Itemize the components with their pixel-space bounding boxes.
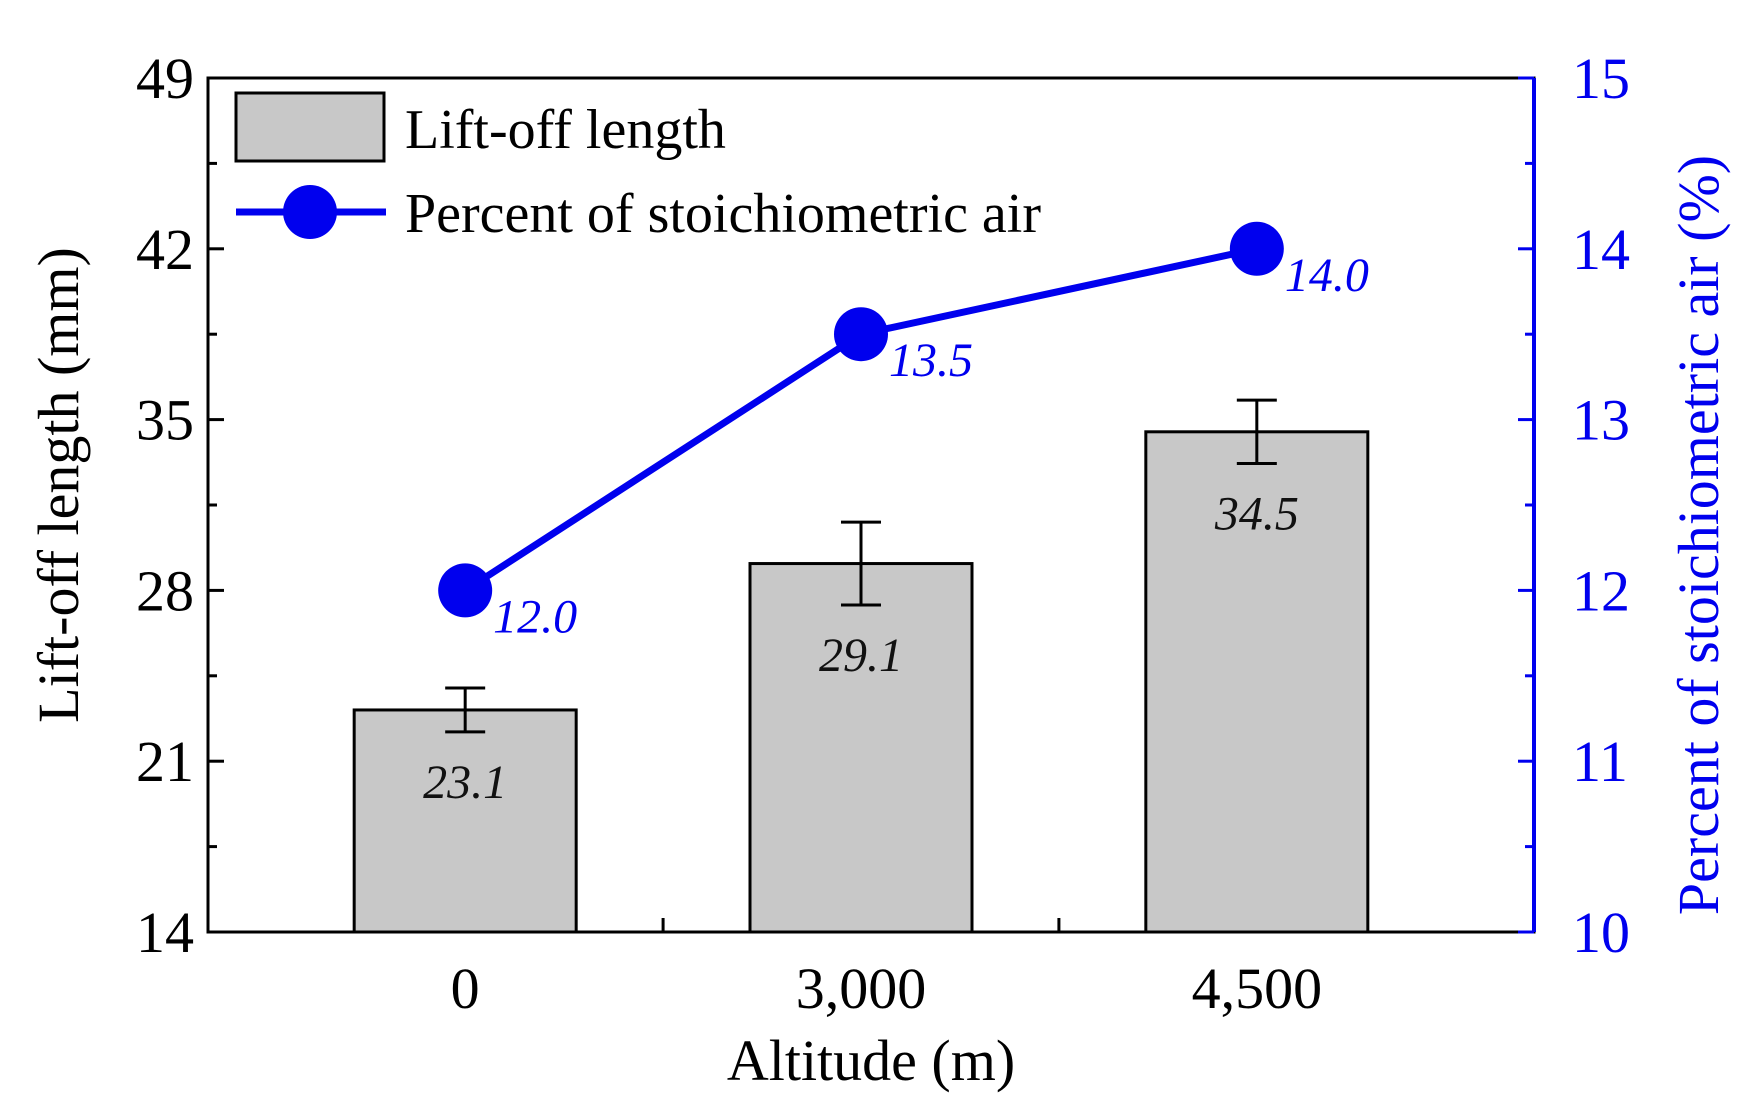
right-tick-label: 13	[1572, 388, 1630, 453]
x-tick-label: 3,000	[796, 956, 927, 1021]
legend-bar-swatch	[236, 93, 384, 161]
legend-bar-label: Lift-off length	[405, 99, 726, 161]
right-tick-label: 15	[1572, 46, 1630, 111]
left-tick-label: 21	[136, 729, 194, 794]
legend: Lift-off length Percent of stoichiometri…	[236, 93, 1041, 245]
bar-value-label: 23.1	[423, 756, 507, 809]
bar	[750, 564, 972, 932]
right-tick-label: 14	[1572, 217, 1630, 282]
line-value-label: 13.5	[889, 334, 973, 387]
chart-canvas: 14 21 28 35 42 49 10 11 12 13 14 15 0 3,000 4,500 23…	[0, 0, 1756, 1105]
left-tick-label: 35	[136, 388, 194, 453]
x-tick-label: 4,500	[1192, 956, 1323, 1021]
line-point	[438, 563, 492, 617]
legend-line-marker	[283, 185, 337, 239]
left-tick-label: 28	[136, 558, 194, 623]
legend-line-label: Percent of stoichiometric air	[405, 183, 1041, 245]
bar	[354, 710, 576, 932]
y2-axis-title: Percent of stoichiometric air (%)	[1666, 155, 1731, 915]
left-tick-label: 42	[136, 217, 194, 282]
right-tick-label: 11	[1572, 729, 1628, 794]
left-axis-ticks: 14 21 28 35 42 49	[136, 46, 224, 965]
line-point	[834, 307, 888, 361]
x-tick-label: 0	[451, 956, 480, 1021]
bar-value-label: 29.1	[819, 629, 903, 682]
left-tick-label: 14	[136, 900, 194, 965]
left-tick-label: 49	[136, 46, 194, 111]
right-tick-label: 10	[1572, 900, 1630, 965]
line-value-label: 14.0	[1285, 249, 1369, 302]
y-axis-title: Lift-off length (mm)	[26, 247, 91, 723]
bar-value-label: 34.5	[1214, 488, 1299, 541]
right-tick-label: 12	[1572, 558, 1630, 623]
line-value-label: 12.0	[493, 590, 577, 643]
chart: 14 21 28 35 42 49 10 11 12 13 14 15 0 3,000 4,500 23…	[0, 0, 1756, 1105]
x-axis-title: Altitude (m)	[727, 1028, 1015, 1093]
bar-series: 23.1 29.1 34.5	[354, 400, 1368, 932]
line-point	[1230, 222, 1284, 276]
